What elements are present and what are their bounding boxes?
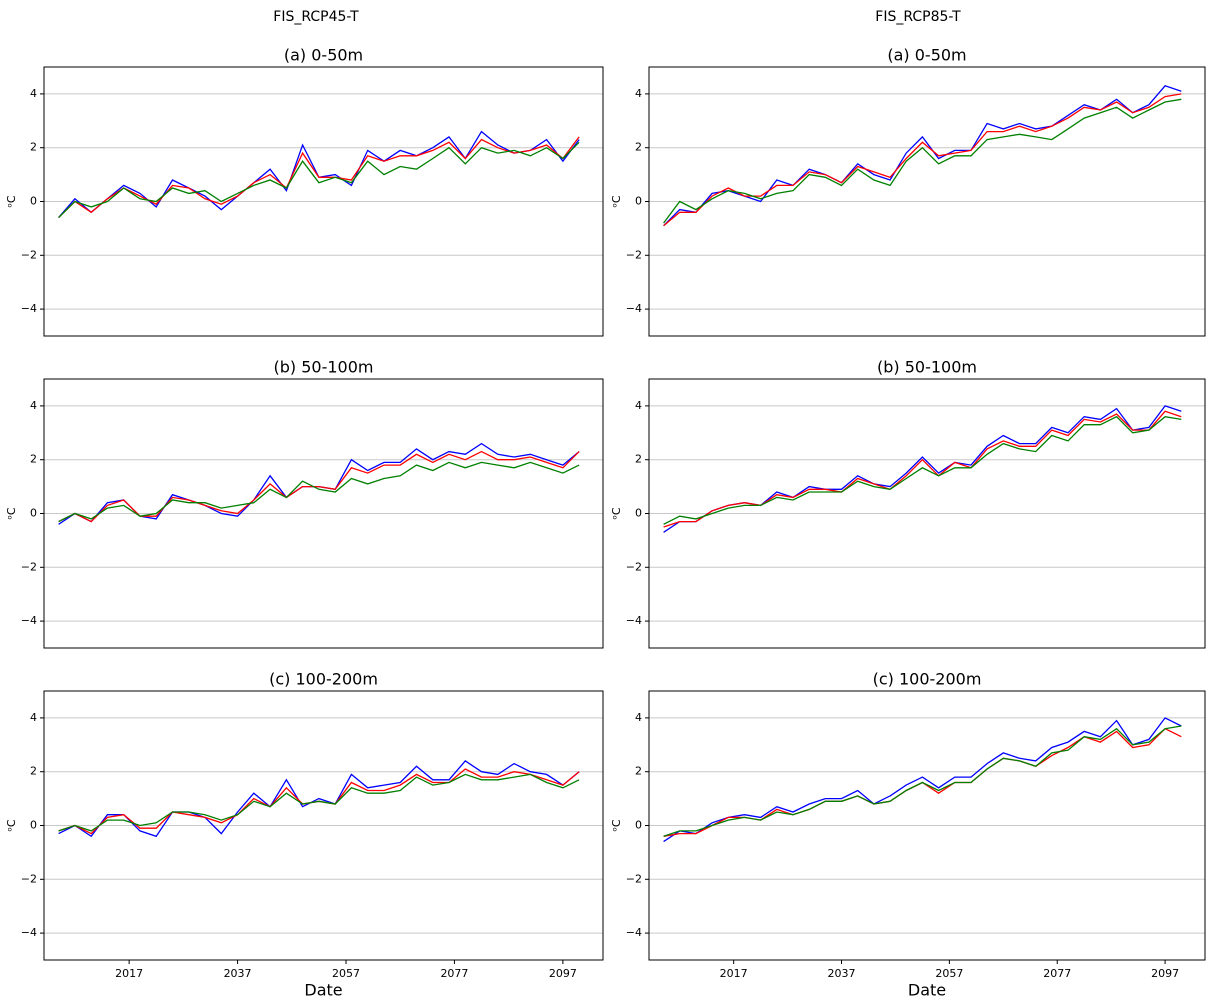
y-axis-label: ᵒC [610, 819, 623, 832]
y-tick-label: −4 [21, 926, 37, 939]
plot-frame [648, 690, 1206, 961]
x-tick-label: 2057 [332, 967, 360, 980]
y-axis-label: ᵒC [610, 195, 623, 208]
y-tick-label: 0 [30, 819, 37, 832]
y-tick-label: −2 [21, 560, 37, 573]
y-tick-label: 0 [635, 195, 642, 208]
plot-frame [43, 378, 604, 649]
y-tick-label: −2 [21, 872, 37, 885]
x-axis-label: Date [304, 981, 342, 1000]
line-series [58, 136, 580, 219]
y-tick-label: 4 [30, 399, 37, 412]
x-tick-label: 2077 [1043, 967, 1071, 980]
y-axis-label: ᵒC [5, 195, 18, 208]
y-tick-label: −4 [626, 302, 642, 315]
line-series [663, 410, 1182, 528]
column-title: FIS_RCP85-T [875, 9, 961, 25]
y-tick-label: 0 [30, 195, 37, 208]
y-tick-label: 0 [635, 819, 642, 832]
y-axis-label: ᵒC [5, 507, 18, 520]
plot-frame [648, 66, 1206, 337]
y-tick-label: 2 [30, 765, 37, 778]
subplot-title: (b) 50-100m [877, 358, 977, 377]
x-tick-label: 2097 [549, 967, 577, 980]
plot-frame [43, 690, 604, 961]
y-tick-label: −2 [626, 248, 642, 261]
y-tick-label: 0 [30, 507, 37, 520]
x-tick-label: 2077 [440, 967, 468, 980]
y-tick-label: 2 [635, 765, 642, 778]
line-series [663, 93, 1182, 227]
x-tick-label: 2037 [224, 967, 252, 980]
y-tick-label: 4 [635, 711, 642, 724]
plot-frame [43, 66, 604, 337]
y-tick-label: −4 [21, 302, 37, 315]
y-tick-label: −2 [21, 248, 37, 261]
line-series [663, 85, 1182, 227]
y-tick-label: −4 [21, 614, 37, 627]
subplot-title: (a) 0-50m [284, 46, 363, 65]
x-tick-label: 2017 [115, 967, 143, 980]
y-tick-label: 4 [30, 87, 37, 100]
y-tick-label: −2 [626, 560, 642, 573]
y-tick-label: 4 [635, 87, 642, 100]
x-tick-label: 2017 [720, 967, 748, 980]
y-tick-label: −4 [626, 926, 642, 939]
y-tick-label: 2 [30, 141, 37, 154]
y-tick-label: −2 [626, 872, 642, 885]
y-tick-label: −4 [626, 614, 642, 627]
line-series [663, 725, 1182, 837]
y-tick-label: 4 [635, 399, 642, 412]
line-series [58, 141, 580, 219]
y-tick-label: 2 [635, 453, 642, 466]
x-tick-label: 2037 [828, 967, 856, 980]
line-series [58, 130, 580, 219]
plot-frame [648, 378, 1206, 649]
line-series [663, 98, 1182, 224]
y-axis-label: ᵒC [5, 819, 18, 832]
subplot-title: (c) 100-200m [873, 670, 982, 689]
y-tick-label: 2 [30, 453, 37, 466]
line-series [663, 415, 1182, 525]
line-series [58, 450, 580, 523]
x-tick-label: 2057 [935, 967, 963, 980]
y-tick-label: 0 [635, 507, 642, 520]
y-axis-label: ᵒC [610, 507, 623, 520]
line-series [58, 760, 580, 838]
column-title: FIS_RCP45-T [273, 9, 359, 25]
subplot-title: (a) 0-50m [887, 46, 966, 65]
subplot-title: (b) 50-100m [274, 358, 374, 377]
x-axis-label: Date [908, 981, 946, 1000]
line-series [663, 717, 1182, 843]
line-series [58, 773, 580, 832]
subplot-title: (c) 100-200m [269, 670, 378, 689]
y-tick-label: 4 [30, 711, 37, 724]
line-series [58, 461, 580, 523]
x-tick-label: 2097 [1151, 967, 1179, 980]
y-tick-label: 2 [635, 141, 642, 154]
